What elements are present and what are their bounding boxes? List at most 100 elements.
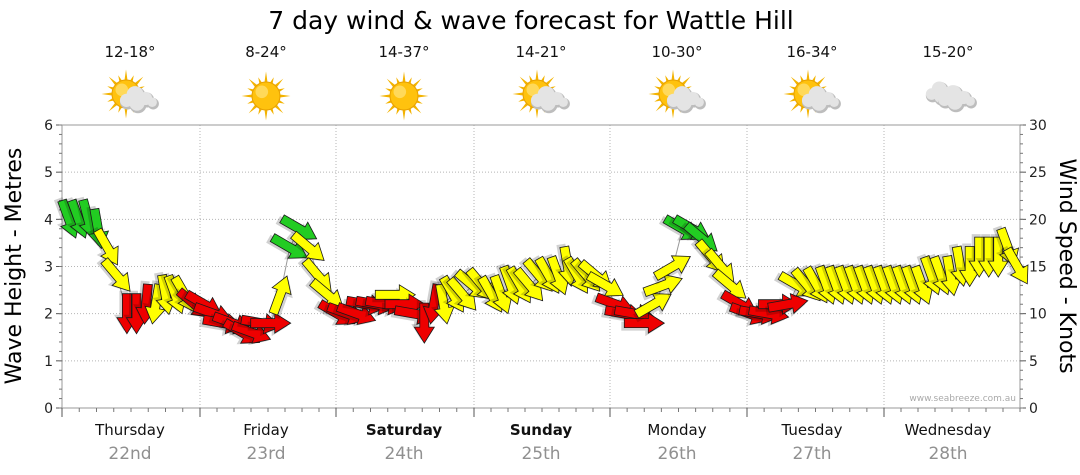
sun-icon: [379, 71, 429, 121]
cloud-icon: [801, 86, 841, 114]
sun-ray: [783, 92, 795, 96]
sun-ray: [379, 94, 391, 98]
cloud-puff: [965, 96, 975, 106]
temperature-label: 14-37°: [378, 43, 429, 61]
day-name-label: Saturday: [366, 421, 443, 439]
temperature-label: 16-34°: [786, 43, 837, 61]
day-name-label: Friday: [243, 421, 289, 439]
sun-ray: [402, 71, 406, 83]
wind-arrow: [96, 257, 131, 292]
day-name-label: Wednesday: [905, 421, 992, 439]
weather-icons: [101, 69, 977, 121]
sun-highlight: [797, 83, 811, 97]
cloud-puff: [829, 97, 839, 107]
cloud-puff: [676, 95, 692, 111]
left-tick-label: 6: [44, 118, 53, 134]
sun-ray: [655, 102, 665, 112]
sun-ray: [386, 104, 396, 114]
cloud-icon: [937, 85, 977, 113]
right-tick-label: 0: [1029, 401, 1038, 417]
sun-ray: [241, 94, 253, 98]
sun-ray: [535, 69, 539, 81]
temperature-label: 10-30°: [651, 43, 702, 61]
sun-ray: [671, 107, 675, 119]
cloud-puff: [694, 97, 704, 107]
day-date-label: 23rd: [246, 444, 285, 464]
wind-arrow: [765, 293, 809, 317]
sun-ray: [816, 76, 826, 86]
day-labels: Thursday 22nd Friday 23rd Saturday 24th Sunday…: [94, 421, 991, 464]
wind-arrow: [652, 255, 691, 285]
sun-ray: [124, 107, 128, 119]
cloud-puff: [558, 97, 568, 107]
right-tick-label: 15: [1029, 260, 1047, 276]
day-date-label: 27th: [792, 444, 831, 464]
right-tick-label: 30: [1029, 118, 1047, 134]
cloud-icon: [119, 86, 159, 114]
cloud-puff: [129, 95, 145, 111]
sun-ray: [681, 76, 691, 86]
wind-arrow: [411, 300, 436, 344]
wind-arrow-shape: [623, 312, 666, 334]
wind-arrow: [89, 226, 119, 266]
right-axis-label: Wind Speed - Knots: [1054, 158, 1079, 373]
sun-ray: [108, 102, 118, 112]
credit-text: www.seabreeze.com.au: [909, 394, 1016, 404]
wind-arrow-shape: [413, 302, 436, 344]
wind-arrows: [53, 196, 1029, 346]
wind-arrow-shape: [1002, 246, 1029, 285]
right-tick-label: 20: [1029, 212, 1047, 228]
temperature-label: 14-21°: [515, 43, 566, 61]
temperature-label: 12-18°: [104, 43, 155, 61]
left-tick-label: 4: [44, 212, 53, 228]
sun-ray: [101, 92, 113, 96]
wind-arrow: [286, 230, 325, 261]
sun-ray: [535, 107, 539, 119]
temperature-label: 8-24°: [245, 43, 287, 61]
cloud-icon: [666, 86, 706, 114]
chart-title: 7 day wind & wave forecast for Wattle Hi…: [268, 6, 794, 35]
sun-ray: [274, 78, 284, 88]
wind-arrow-shape: [268, 275, 292, 316]
wind-arrow: [999, 245, 1029, 285]
day-name-label: Tuesday: [780, 421, 842, 439]
sun-ray: [134, 76, 144, 86]
left-tick-label: 5: [44, 165, 53, 181]
sun-ray: [402, 109, 406, 121]
left-tick-label: 0: [44, 401, 53, 417]
sun-ray: [790, 76, 800, 86]
cloud-puff: [811, 95, 827, 111]
cloud-puff: [147, 97, 157, 107]
day-name-label: Monday: [647, 421, 706, 439]
cloud-puff: [947, 94, 963, 110]
sun-ray: [279, 94, 291, 98]
sun-ray: [806, 69, 810, 81]
day-date-label: 26th: [657, 444, 696, 464]
wind-arrow: [621, 312, 666, 337]
wind-arrow: [268, 275, 293, 319]
right-tick-label: 25: [1029, 165, 1047, 181]
wind-arrow-shape: [100, 257, 131, 292]
sun-icon: [241, 71, 291, 121]
sun-ray: [386, 78, 396, 88]
day-date-label: 24th: [384, 444, 423, 464]
left-tick-label: 1: [44, 354, 53, 370]
wind-arrow-shape: [93, 227, 119, 266]
sun-ray: [274, 104, 284, 114]
sun-ray: [519, 102, 529, 112]
wind-arrow: [430, 281, 455, 325]
left-axis-ticks: 0 1 2 3 4 5 6: [44, 118, 1021, 417]
right-tick-label: 5: [1029, 354, 1038, 370]
left-tick-label: 2: [44, 307, 53, 323]
sun-ray: [519, 76, 529, 86]
wind-arrow-shape: [290, 230, 325, 261]
left-axis-label: Wave Height - Metres: [2, 148, 27, 385]
cloud-icon: [530, 86, 570, 114]
left-tick-label: 3: [44, 260, 53, 276]
sun-ray: [264, 71, 268, 83]
wind-arrow: [907, 263, 934, 305]
wind-arrow-shape: [767, 293, 809, 315]
sun-highlight: [393, 85, 407, 99]
sun-ray: [790, 102, 800, 112]
sun-highlight: [255, 85, 269, 99]
